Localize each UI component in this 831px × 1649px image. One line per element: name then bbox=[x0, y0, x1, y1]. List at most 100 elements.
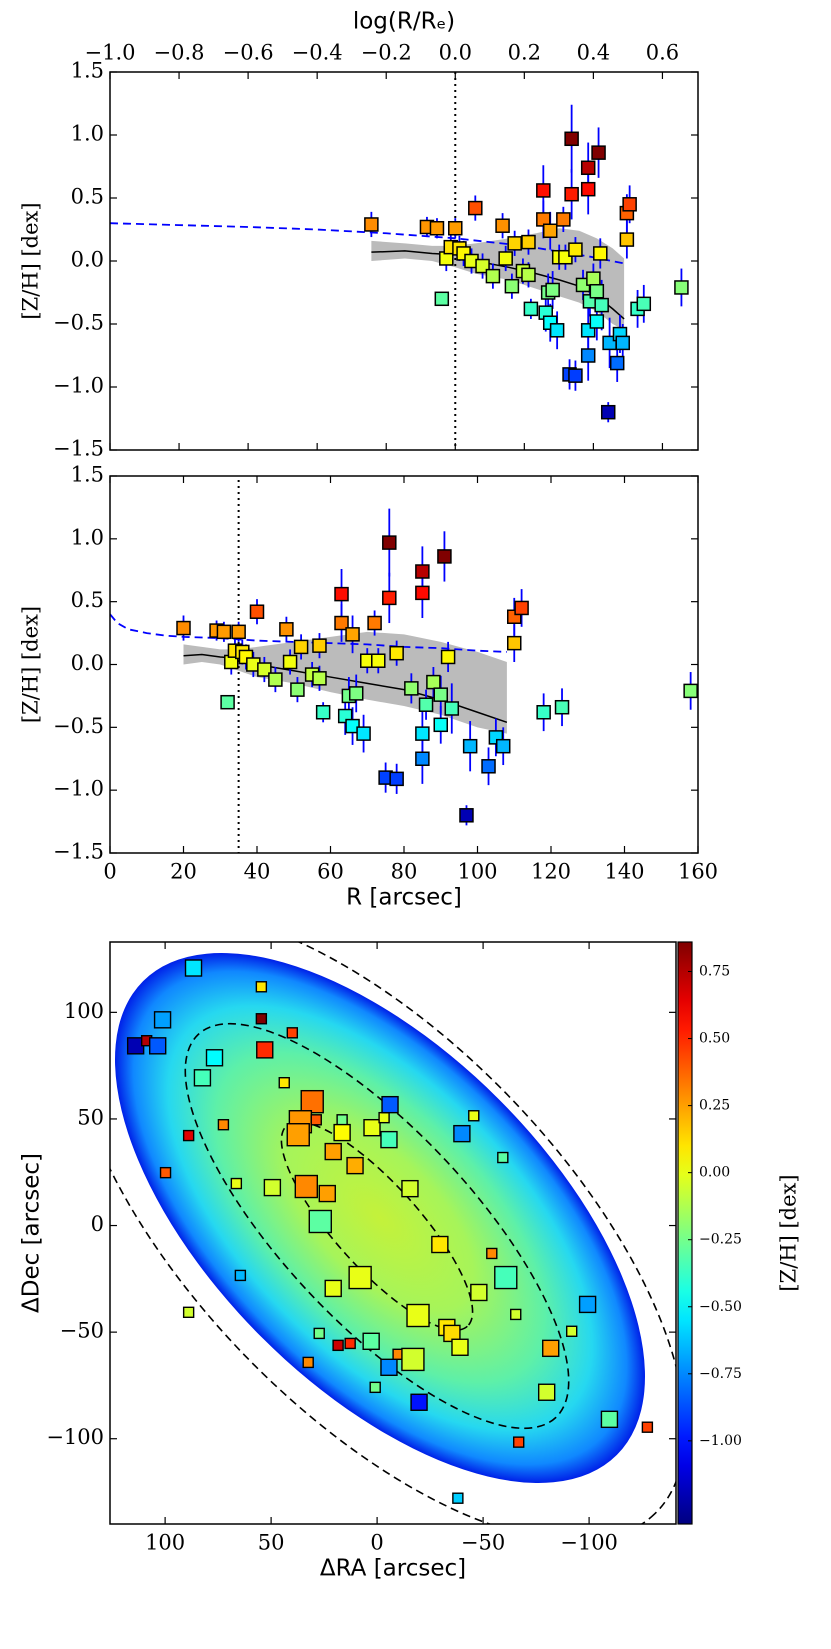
data-point bbox=[622, 197, 637, 212]
bin-square bbox=[513, 1436, 525, 1448]
bin-square bbox=[468, 1110, 480, 1122]
bin-square bbox=[486, 1247, 498, 1260]
bin-square bbox=[217, 1119, 230, 1131]
x-tick-label: 80 bbox=[391, 860, 418, 884]
x-tick-label: −100 bbox=[560, 1531, 618, 1555]
bin-square bbox=[300, 1089, 324, 1114]
data-point bbox=[279, 622, 294, 637]
y-tick-label: 0.0 bbox=[71, 651, 104, 675]
data-point bbox=[514, 600, 529, 616]
x-tick-label: 140 bbox=[604, 860, 644, 884]
y-tick-label: −100 bbox=[46, 1425, 104, 1449]
isophote-ellipse bbox=[184, 1022, 570, 1430]
bin-square bbox=[336, 1114, 348, 1126]
data-point bbox=[580, 348, 596, 363]
y-tick-label: −1.0 bbox=[53, 374, 104, 398]
y-tick-label: 0.5 bbox=[71, 185, 104, 209]
x-tick-label: 0.2 bbox=[508, 41, 541, 65]
bin-square bbox=[494, 1265, 518, 1290]
bin-square bbox=[381, 1095, 399, 1114]
y-tick-label: 0.0 bbox=[71, 248, 104, 272]
bin-square bbox=[286, 1027, 299, 1039]
colorbar-tick-label: 0.50 bbox=[699, 1031, 730, 1047]
x-tick-label: −1.0 bbox=[85, 41, 136, 65]
x-tick-label: 160 bbox=[678, 860, 718, 884]
data-point bbox=[312, 638, 327, 653]
data-point bbox=[564, 131, 579, 147]
bin-square bbox=[453, 1124, 471, 1143]
x-tick-label: 0.4 bbox=[577, 41, 610, 65]
data-point bbox=[495, 738, 511, 754]
x-tick-label: 50 bbox=[258, 1531, 285, 1555]
y-tick-label: −1.5 bbox=[53, 840, 104, 864]
colorbar bbox=[677, 941, 693, 1525]
bin-square bbox=[451, 1338, 469, 1356]
colorbar-label: [Z/H] [dex] bbox=[777, 1174, 801, 1291]
data-point bbox=[176, 620, 191, 636]
data-point bbox=[231, 624, 246, 640]
x-tick-label: −0.6 bbox=[223, 41, 274, 65]
bin-square bbox=[510, 1308, 522, 1321]
bin-square bbox=[318, 1184, 336, 1203]
data-point bbox=[312, 671, 327, 686]
x-tick-label: 0.6 bbox=[646, 41, 679, 65]
bin-square bbox=[324, 1279, 342, 1298]
colorbar-tick-label: 0.75 bbox=[699, 964, 730, 980]
data-point bbox=[523, 301, 539, 317]
bin-square bbox=[294, 1174, 318, 1199]
data-point bbox=[434, 291, 450, 307]
y-tick-label: −50 bbox=[60, 1319, 104, 1343]
x-tick-label: 40 bbox=[244, 860, 271, 884]
x-tick-label: −50 bbox=[461, 1531, 505, 1555]
bin-square bbox=[159, 1166, 172, 1179]
data-point bbox=[437, 549, 452, 564]
bin-square bbox=[313, 1327, 325, 1340]
bin-square bbox=[205, 1049, 224, 1067]
x-tick-label: 0 bbox=[370, 1531, 383, 1555]
x-tick-label: −0.4 bbox=[292, 41, 343, 65]
bin-square bbox=[255, 1013, 268, 1025]
bin-square bbox=[263, 1178, 282, 1197]
bin-square bbox=[542, 1339, 560, 1358]
y-tick-label: −1.5 bbox=[53, 437, 104, 461]
data-point bbox=[495, 218, 510, 233]
data-point bbox=[268, 672, 283, 687]
data-point bbox=[367, 615, 382, 631]
y-tick-label: −0.5 bbox=[53, 714, 104, 738]
x-axis-label: R [arcsec] bbox=[346, 885, 462, 911]
data-point bbox=[440, 649, 456, 665]
data-point bbox=[345, 627, 360, 642]
data-point bbox=[415, 751, 430, 766]
data-point bbox=[459, 808, 474, 823]
x-tick-label: 60 bbox=[317, 860, 344, 884]
data-point bbox=[498, 251, 513, 266]
bin-square bbox=[234, 1269, 247, 1282]
bin-square bbox=[153, 1011, 172, 1029]
x-tick-label: 120 bbox=[531, 860, 571, 884]
isophote-ellipse bbox=[110, 942, 676, 1524]
bin-square bbox=[378, 1111, 390, 1124]
data-point bbox=[220, 694, 235, 710]
data-point bbox=[426, 674, 441, 690]
y-axis-label: [Z/H] [dex] bbox=[19, 202, 43, 319]
y-tick-label: 1.5 bbox=[71, 59, 104, 83]
data-point bbox=[257, 662, 272, 677]
data-point bbox=[619, 232, 635, 247]
bin-square bbox=[401, 1179, 419, 1198]
metallicity-field bbox=[115, 953, 645, 1483]
bin-square bbox=[578, 1295, 597, 1314]
data-point bbox=[382, 590, 397, 606]
data-point bbox=[554, 699, 570, 715]
bin-square bbox=[537, 1383, 556, 1401]
bin-square bbox=[380, 1358, 398, 1377]
bin-square bbox=[401, 1347, 425, 1372]
x-tick-label: −0.8 bbox=[154, 41, 205, 65]
bin-square bbox=[362, 1332, 380, 1350]
bin-square bbox=[278, 1077, 290, 1089]
data-point bbox=[545, 282, 560, 298]
x-axis-label: log(R/Rₑ) bbox=[353, 9, 455, 35]
bin-square bbox=[452, 1492, 464, 1504]
axes-frame bbox=[109, 941, 677, 1525]
x-tick-label: 100 bbox=[457, 860, 497, 884]
data-point bbox=[589, 314, 605, 329]
